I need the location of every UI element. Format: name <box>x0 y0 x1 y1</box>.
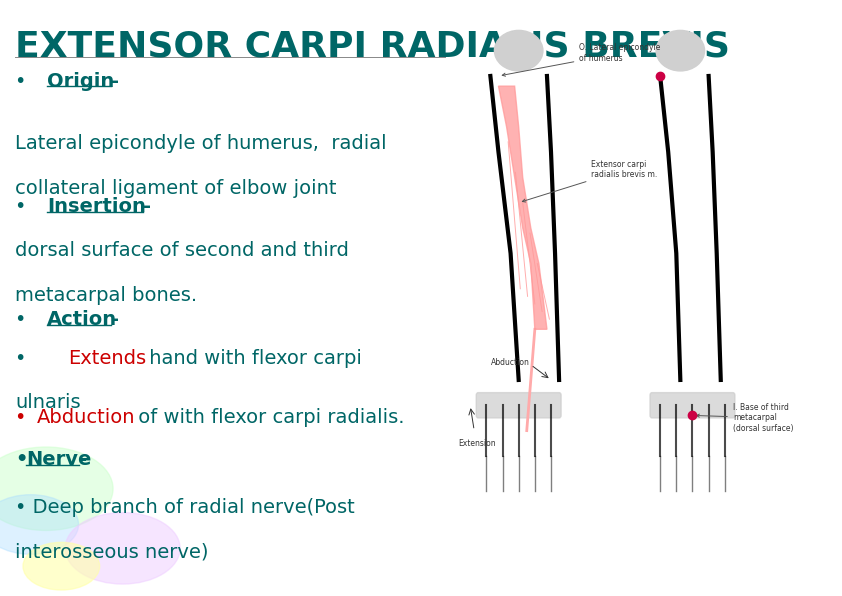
Text: Origin: Origin <box>47 72 115 91</box>
Text: of with flexor carpi radialis.: of with flexor carpi radialis. <box>132 408 405 427</box>
Text: collateral ligament of elbow joint: collateral ligament of elbow joint <box>15 179 337 198</box>
Text: ulnaris: ulnaris <box>15 393 81 412</box>
Text: •: • <box>15 408 33 427</box>
Text: Extensor carpi
radialis brevis m.: Extensor carpi radialis brevis m. <box>522 160 658 202</box>
FancyBboxPatch shape <box>650 393 735 418</box>
Text: Lateral epicondyle of humerus,  radial: Lateral epicondyle of humerus, radial <box>15 134 387 153</box>
Ellipse shape <box>656 30 705 71</box>
Ellipse shape <box>65 513 180 584</box>
Text: -: - <box>111 310 119 329</box>
Text: Action: Action <box>47 310 117 329</box>
Text: interosseous nerve): interosseous nerve) <box>15 542 209 561</box>
Text: metacarpal bones.: metacarpal bones. <box>15 286 198 305</box>
Text: Abduction: Abduction <box>491 358 530 367</box>
Text: Nerve: Nerve <box>26 450 91 469</box>
Ellipse shape <box>0 447 113 530</box>
Text: • Deep branch of radial nerve(Post: • Deep branch of radial nerve(Post <box>15 498 355 517</box>
Text: Insertion: Insertion <box>47 197 146 216</box>
Text: •: • <box>15 197 40 216</box>
Text: -: - <box>79 450 87 469</box>
Text: Extends: Extends <box>68 349 147 368</box>
Text: •: • <box>15 72 40 91</box>
Text: •: • <box>15 450 28 469</box>
Text: -: - <box>111 72 119 91</box>
Ellipse shape <box>0 495 78 554</box>
Ellipse shape <box>23 542 99 590</box>
Text: -: - <box>143 197 151 216</box>
Text: dorsal surface of second and third: dorsal surface of second and third <box>15 241 349 260</box>
Ellipse shape <box>494 30 543 71</box>
Text: I. Base of third
metacarpal
(dorsal surface): I. Base of third metacarpal (dorsal surf… <box>696 403 793 433</box>
FancyBboxPatch shape <box>477 393 561 418</box>
Text: Extension: Extension <box>458 439 496 448</box>
Text: hand with flexor carpi: hand with flexor carpi <box>143 349 362 368</box>
Text: •: • <box>15 349 51 368</box>
Text: •: • <box>15 310 40 329</box>
Polygon shape <box>498 86 547 329</box>
Text: O. Lateral epicondyle
of humerus: O. Lateral epicondyle of humerus <box>503 44 661 76</box>
Text: Abduction: Abduction <box>36 408 135 427</box>
Text: EXTENSOR CARPI RADIALIS BREVIS: EXTENSOR CARPI RADIALIS BREVIS <box>15 30 730 64</box>
